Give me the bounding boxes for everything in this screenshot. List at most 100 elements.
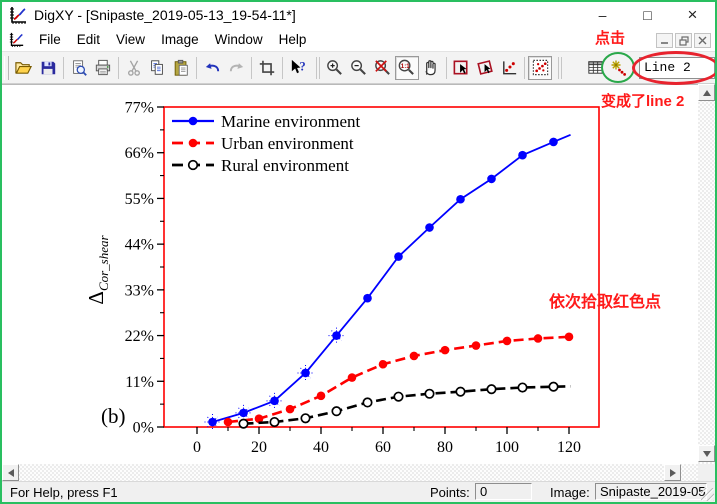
svg-text:Marine environment: Marine environment xyxy=(221,112,361,131)
pan-button[interactable] xyxy=(419,56,443,80)
print-icon xyxy=(96,59,111,76)
context-help-button[interactable]: ? xyxy=(286,56,310,80)
auto-points-button[interactable] xyxy=(528,55,553,80)
svg-text:80: 80 xyxy=(437,439,453,456)
svg-text:ΔCor_shear: ΔCor_shear xyxy=(84,234,111,304)
copy-icon xyxy=(151,59,164,75)
undo-arrow-icon xyxy=(205,63,219,72)
menu-bar: File Edit View Image Window Help xyxy=(2,28,715,52)
annotation-pick-red-points: 依次拾取红色点 xyxy=(549,294,662,311)
svg-text:0: 0 xyxy=(193,439,201,456)
zoom-off-icon xyxy=(375,60,391,75)
save-button[interactable] xyxy=(36,56,60,80)
print-button[interactable] xyxy=(91,56,115,80)
points-label: Points: xyxy=(430,485,470,500)
toolbar-grip[interactable] xyxy=(4,55,9,80)
points-value: 0 xyxy=(475,483,532,500)
zoom-out-button[interactable] xyxy=(347,56,371,80)
annotation-green-circle xyxy=(601,52,635,83)
scroll-left-button[interactable] xyxy=(2,464,19,481)
crop-icon xyxy=(259,60,275,75)
svg-text:60: 60 xyxy=(375,439,391,456)
arrow-left-icon xyxy=(7,468,14,477)
svg-text:1:1: 1:1 xyxy=(401,63,410,70)
zoom-in-button[interactable] xyxy=(323,56,347,80)
image-label: Image: xyxy=(550,485,590,500)
svg-text:77%: 77% xyxy=(125,100,154,117)
annotation-became-line2: 变成了line 2 xyxy=(601,93,685,110)
menu-file[interactable]: File xyxy=(39,32,61,47)
svg-text:(b): (b) xyxy=(101,404,126,428)
svg-text:0%: 0% xyxy=(133,420,154,437)
zoom-off-button[interactable] xyxy=(371,56,395,80)
zoom-1to1-button[interactable]: 1:1 xyxy=(394,55,419,80)
open-button[interactable] xyxy=(12,56,36,80)
mdi-restore-button[interactable] xyxy=(675,33,692,48)
resize-grip[interactable] xyxy=(701,488,714,501)
save-floppy-icon xyxy=(41,61,56,74)
scroll-down-button[interactable] xyxy=(698,445,715,462)
menu-help[interactable]: Help xyxy=(278,32,307,47)
window-title: DigXY - [Snipaste_2019-05-13_19-54-11*] xyxy=(34,7,296,23)
paste-button[interactable] xyxy=(169,56,193,80)
digitized-chart[interactable]: 0 20 40 60 80 100 120 0% 11% 22% 33% 44% 55% 66% 77% ΔC… xyxy=(4,85,698,465)
vertical-scrollbar[interactable] xyxy=(698,84,715,464)
zoom-in-icon xyxy=(327,60,343,75)
scroll-up-button[interactable] xyxy=(698,84,715,101)
select-region-button[interactable] xyxy=(450,56,474,80)
print-preview-icon xyxy=(72,59,87,76)
svg-text:55%: 55% xyxy=(125,191,154,208)
arrow-down-icon xyxy=(702,450,711,457)
rotate-region-icon xyxy=(477,60,493,75)
rotate-region-button[interactable] xyxy=(473,56,497,80)
zoom-1to1-icon: 1:1 xyxy=(398,59,415,75)
select-region-icon xyxy=(453,60,468,75)
status-help-text: For Help, press F1 xyxy=(10,485,118,500)
arrow-up-icon xyxy=(702,89,711,96)
redo-button[interactable] xyxy=(224,56,248,80)
svg-text:44%: 44% xyxy=(125,237,154,254)
mdi-close-button[interactable] xyxy=(694,33,711,48)
minimize-button[interactable]: – xyxy=(598,7,607,23)
annotation-red-ellipse xyxy=(632,51,715,85)
maximize-button[interactable]: □ xyxy=(643,7,652,23)
menu-window[interactable]: Window xyxy=(214,32,263,47)
scrollbar-corner xyxy=(698,464,715,481)
cut-scissors-icon xyxy=(127,59,140,76)
copy-button[interactable] xyxy=(146,56,170,80)
svg-text:22%: 22% xyxy=(125,328,154,345)
svg-text:11%: 11% xyxy=(125,374,154,391)
toolbar: ? xyxy=(2,52,715,84)
mdi-minimize-button[interactable] xyxy=(656,33,673,48)
menu-image[interactable]: Image xyxy=(161,32,199,47)
menu-view[interactable]: View xyxy=(116,32,146,47)
close-button[interactable]: × xyxy=(687,5,698,24)
paste-clipboard-icon xyxy=(175,59,189,76)
auto-points-icon xyxy=(532,59,548,76)
pick-points-icon xyxy=(502,61,516,75)
menu-edit[interactable]: Edit xyxy=(76,32,101,47)
pick-points-button[interactable] xyxy=(497,56,521,80)
svg-text:?: ? xyxy=(299,59,305,73)
print-preview-button[interactable] xyxy=(67,56,91,80)
cut-button[interactable] xyxy=(122,56,146,80)
scroll-right-button[interactable] xyxy=(664,464,681,481)
arrow-right-icon xyxy=(669,468,676,477)
status-bar: For Help, press F1 Points: 0 Image: Snip… xyxy=(2,481,715,502)
svg-text:20: 20 xyxy=(251,439,267,456)
svg-text:33%: 33% xyxy=(125,282,154,299)
mdi-minimize-icon xyxy=(661,42,668,44)
title-bar[interactable]: DigXY - [Snipaste_2019-05-13_19-54-11*] … xyxy=(2,2,715,28)
zoom-out-icon xyxy=(351,60,367,75)
svg-text:66%: 66% xyxy=(125,145,154,162)
redo-arrow-icon xyxy=(229,63,243,72)
svg-text:Urban environment: Urban environment xyxy=(221,134,354,153)
undo-button[interactable] xyxy=(200,56,224,80)
horizontal-scrollbar[interactable] xyxy=(2,464,698,481)
pan-hand-icon xyxy=(425,60,436,76)
app-icon xyxy=(10,7,26,24)
crop-button[interactable] xyxy=(255,56,279,80)
svg-text:40: 40 xyxy=(313,439,329,456)
client-area[interactable]: 0 20 40 60 80 100 120 0% 11% 22% 33% 44% 55% 66% 77% ΔC… xyxy=(2,84,715,464)
